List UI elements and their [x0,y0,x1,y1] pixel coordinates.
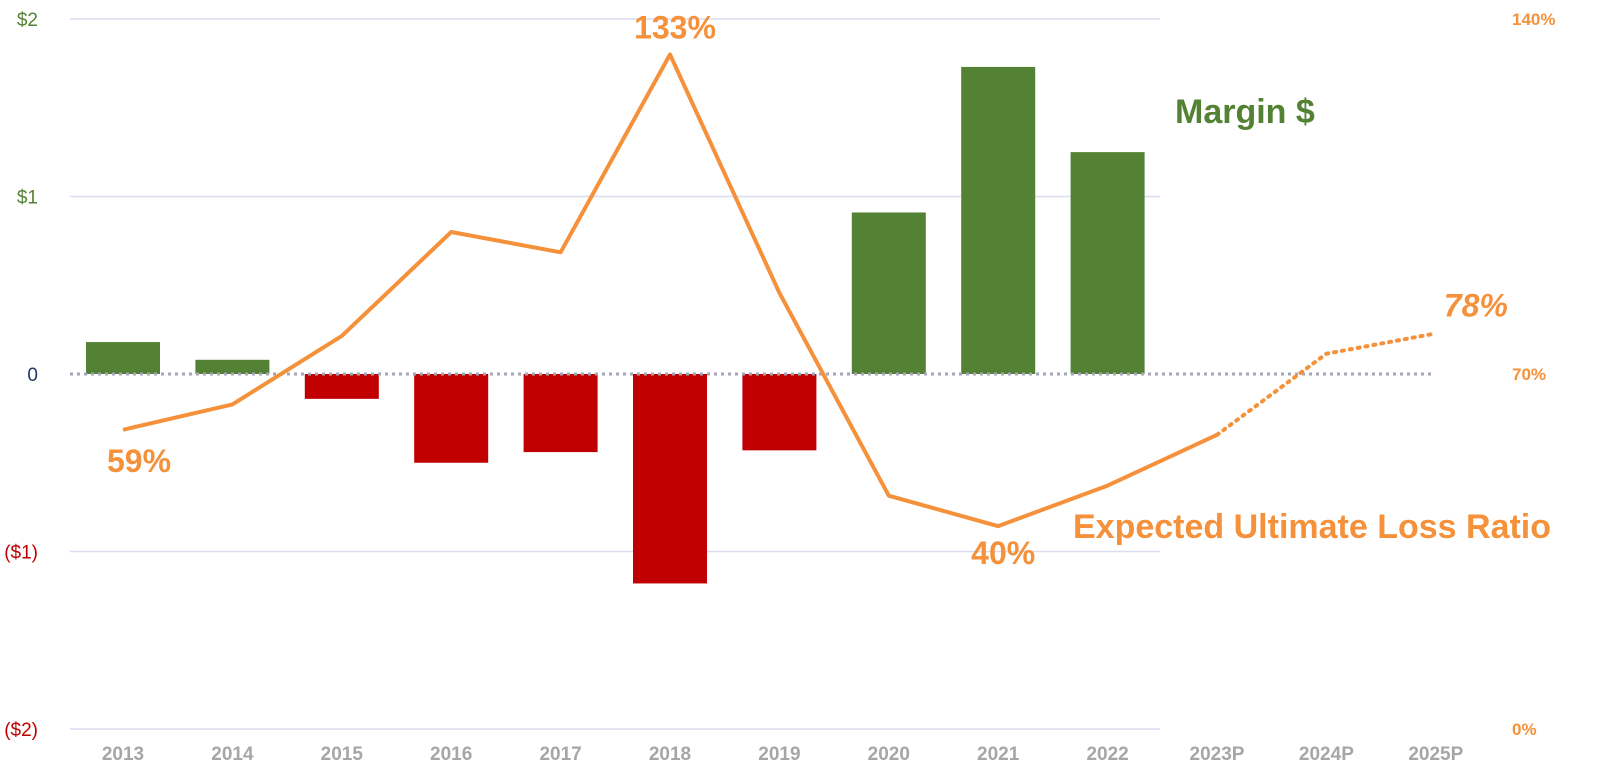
left-tick-label: ($2) [4,720,38,741]
x-tick-label: 2022 [1086,744,1128,765]
left-tick-label: $1 [17,188,38,209]
x-axis-ticks: 2013 2014 2015 2016 2017 2018 2019 2020 2021 2022… [102,744,1464,765]
left-tick-label: ($1) [4,543,38,564]
x-tick-label: 2021 [977,744,1020,765]
x-tick-label: 2013 [102,744,144,765]
data-label: 59% [107,443,171,479]
right-tick-label: 0% [1512,720,1537,739]
bar-2014 [195,359,270,374]
loss-ratio-projected-line [1215,331,1438,437]
data-label: 133% [634,10,716,46]
series-label-margin: Margin $ [1175,93,1315,131]
x-tick-label: 2023P [1190,744,1245,765]
right-axis-ticks: 140% 70% 0% [1512,10,1555,739]
x-tick-label: 2020 [868,744,910,765]
x-tick-label: 2015 [321,744,364,765]
bar-2022 [1070,152,1145,374]
bar-2016 [414,374,489,463]
x-tick-label: 2025P [1408,744,1463,765]
left-axis-ticks: $2 $1 0 ($1) ($2) [4,10,38,741]
x-tick-label: 2024P [1299,744,1354,765]
x-tick-label: 2019 [758,744,800,765]
x-tick-label: 2016 [430,744,472,765]
right-tick-label: 70% [1512,365,1546,384]
x-tick-label: 2017 [539,744,581,765]
bar-2015 [304,374,379,399]
left-tick-label: $2 [17,10,38,31]
margin-bars [86,66,1145,584]
bar-2013 [86,342,160,374]
loss-ratio-line [122,52,1438,529]
data-label: 78% [1444,287,1508,323]
x-tick-label: 2014 [211,744,254,765]
bar-2019 [742,374,817,451]
bar-2021 [961,66,1036,375]
x-tick-label: 2018 [649,744,691,765]
annotations: 133% 59% 40% 78% [107,10,1508,572]
bar-2018 [633,374,707,584]
left-tick-label: 0 [27,365,38,386]
data-label: 40% [971,535,1035,571]
bar-2017 [523,374,598,453]
bar-2020 [851,212,926,374]
right-tick-label: 140% [1512,10,1555,29]
series-label-loss-ratio: Expected Ultimate Loss Ratio [1073,508,1551,546]
